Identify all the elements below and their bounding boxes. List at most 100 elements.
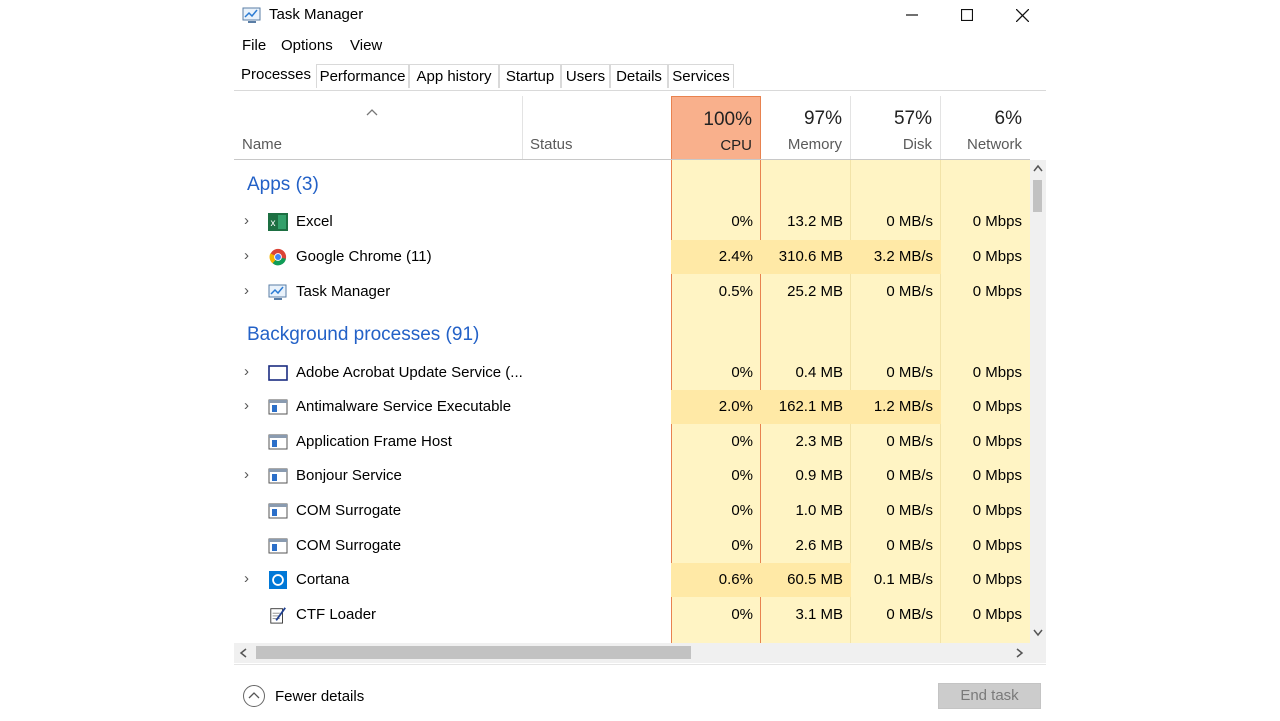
tab-details[interactable]: Details [610,64,668,88]
process-name: Application Frame Host [296,433,452,450]
table-row[interactable]: › x Excel 0% 13.2 MB 0 MB/s 0 Mbps [234,205,1030,239]
fewer-details-link[interactable]: Fewer details [275,688,365,705]
tab-performance[interactable]: Performance [316,64,409,88]
expand-chevron-icon[interactable]: › [244,363,249,380]
cpu-value: 2.4% [718,248,753,265]
memory-usage-percent: 97% [803,108,842,129]
scroll-down-icon[interactable] [1033,629,1043,637]
group-header-background: Background processes (91) [234,320,1030,354]
tab-services[interactable]: Services [668,64,734,88]
tab-processes[interactable]: Processes [236,61,316,90]
expand-chevron-icon[interactable]: › [244,466,249,483]
process-name: Antimalware Service Executable [296,398,512,415]
table-row[interactable]: › Task Manager 0.5% 25.2 MB 0 MB/s 0 Mbp… [234,275,1030,309]
window-title: Task Manager [269,6,364,23]
expand-chevron-icon[interactable]: › [244,212,249,229]
memory-heat-cell [761,390,851,424]
disk-value: 0.1 MB/s [873,571,933,588]
disk-label: Disk [902,136,932,153]
cpu-value: 0% [731,433,753,450]
service-icon [268,399,288,415]
scroll-right-icon[interactable] [1016,648,1024,658]
chrome-icon [269,248,287,266]
vertical-scroll-thumb[interactable] [1033,180,1042,212]
table-row[interactable]: Application Frame Host 0% 2.3 MB 0 MB/s … [234,425,1030,459]
table-row[interactable]: COM Surrogate 0% 2.6 MB 0 MB/s 0 Mbps [234,529,1030,563]
cpu-heat-cell [671,240,761,274]
network-value: 0 Mbps [972,364,1022,381]
column-cpu-header[interactable]: 100% CPU [671,96,761,159]
cpu-value: 0.6% [718,571,753,588]
table-row[interactable]: CTF Loader 0% 3.1 MB 0 MB/s 0 Mbps [234,598,1030,632]
process-name: COM Surrogate [296,537,402,554]
cpu-value: 0% [731,606,753,623]
expand-chevron-icon[interactable]: › [244,282,249,299]
close-icon [1015,8,1029,22]
group-label-apps: Apps (3) [247,174,319,195]
expand-chevron-icon[interactable]: › [244,247,249,264]
cpu-usage-percent: 100% [703,109,752,130]
column-memory-header[interactable]: 97% Memory [761,96,851,159]
process-name: Adobe Acrobat Update Service (... [296,364,523,381]
tab-users[interactable]: Users [561,64,610,88]
fewer-details-toggle[interactable] [243,685,265,707]
table-row[interactable]: › Google Chrome (11) 2.4% 310.6 MB 3.2 M… [234,240,1030,274]
scroll-left-icon[interactable] [239,648,247,658]
disk-value: 0 MB/s [886,467,933,484]
vertical-scrollbar[interactable] [1030,160,1046,643]
memory-value: 0.9 MB [795,467,843,484]
column-network-header[interactable]: 6% Network [941,96,1030,159]
disk-heat-cell [851,390,941,424]
cpu-value: 0% [731,537,753,554]
memory-value: 162.1 MB [778,398,843,415]
tab-startup[interactable]: Startup [499,64,561,88]
network-value: 0 Mbps [972,433,1022,450]
close-button[interactable] [994,0,1050,30]
scroll-up-icon[interactable] [1033,164,1043,172]
menu-options[interactable]: Options [281,37,333,54]
table-row[interactable]: › Cortana 0.6% 60.5 MB 0.1 MB/s 0 Mbps [234,563,1030,597]
table-row[interactable]: COM Surrogate 0% 1.0 MB 0 MB/s 0 Mbps [234,494,1030,528]
table-row[interactable]: › Adobe Acrobat Update Service (... 0% 0… [234,356,1030,390]
process-name: Task Manager [296,283,391,300]
notepad-pen-icon [270,607,286,624]
memory-value: 2.3 MB [795,433,843,450]
footer-bar: Fewer details End task [234,664,1046,721]
cpu-heat-cell [671,390,761,424]
table-row[interactable]: › Bonjour Service 0% 0.9 MB 0 MB/s 0 Mbp… [234,459,1030,493]
column-status-header[interactable]: Status [523,96,671,159]
task-manager-window: Task Manager File Options View Processes… [234,0,1046,720]
horizontal-scrollbar[interactable] [234,643,1046,663]
cpu-value: 0% [731,364,753,381]
process-name: Google Chrome (11) [296,248,432,265]
memory-value: 0.4 MB [795,364,843,381]
title-bar: Task Manager [234,0,1046,32]
network-value: 0 Mbps [972,606,1022,623]
memory-value: 13.2 MB [787,213,843,230]
column-name-header[interactable]: Name [234,96,523,159]
tab-app-history[interactable]: App history [409,64,499,88]
minimize-button[interactable] [884,0,940,30]
table-row[interactable]: › Antimalware Service Executable 2.0% 16… [234,390,1030,424]
network-value: 0 Mbps [972,467,1022,484]
column-status-label: Status [530,136,573,153]
maximize-button[interactable] [939,0,995,30]
memory-value: 60.5 MB [787,571,843,588]
end-task-button[interactable]: End task [938,683,1041,709]
disk-value: 0 MB/s [886,213,933,230]
memory-label: Memory [787,136,842,153]
cpu-value: 0.5% [718,283,753,300]
horizontal-scroll-thumb[interactable] [256,646,691,659]
group-label-background: Background processes (91) [247,324,480,345]
menu-view[interactable]: View [350,37,383,54]
group-header-apps: Apps (3) [234,170,1030,204]
process-name: Bonjour Service [296,467,402,484]
menu-file[interactable]: File [242,37,267,54]
expand-chevron-icon[interactable]: › [244,397,249,414]
expand-chevron-icon[interactable]: › [244,570,249,587]
column-disk-header[interactable]: 57% Disk [851,96,941,159]
chevron-up-icon [248,692,260,699]
network-value: 0 Mbps [972,537,1022,554]
excel-icon: x [268,213,288,231]
disk-value: 0 MB/s [886,502,933,519]
